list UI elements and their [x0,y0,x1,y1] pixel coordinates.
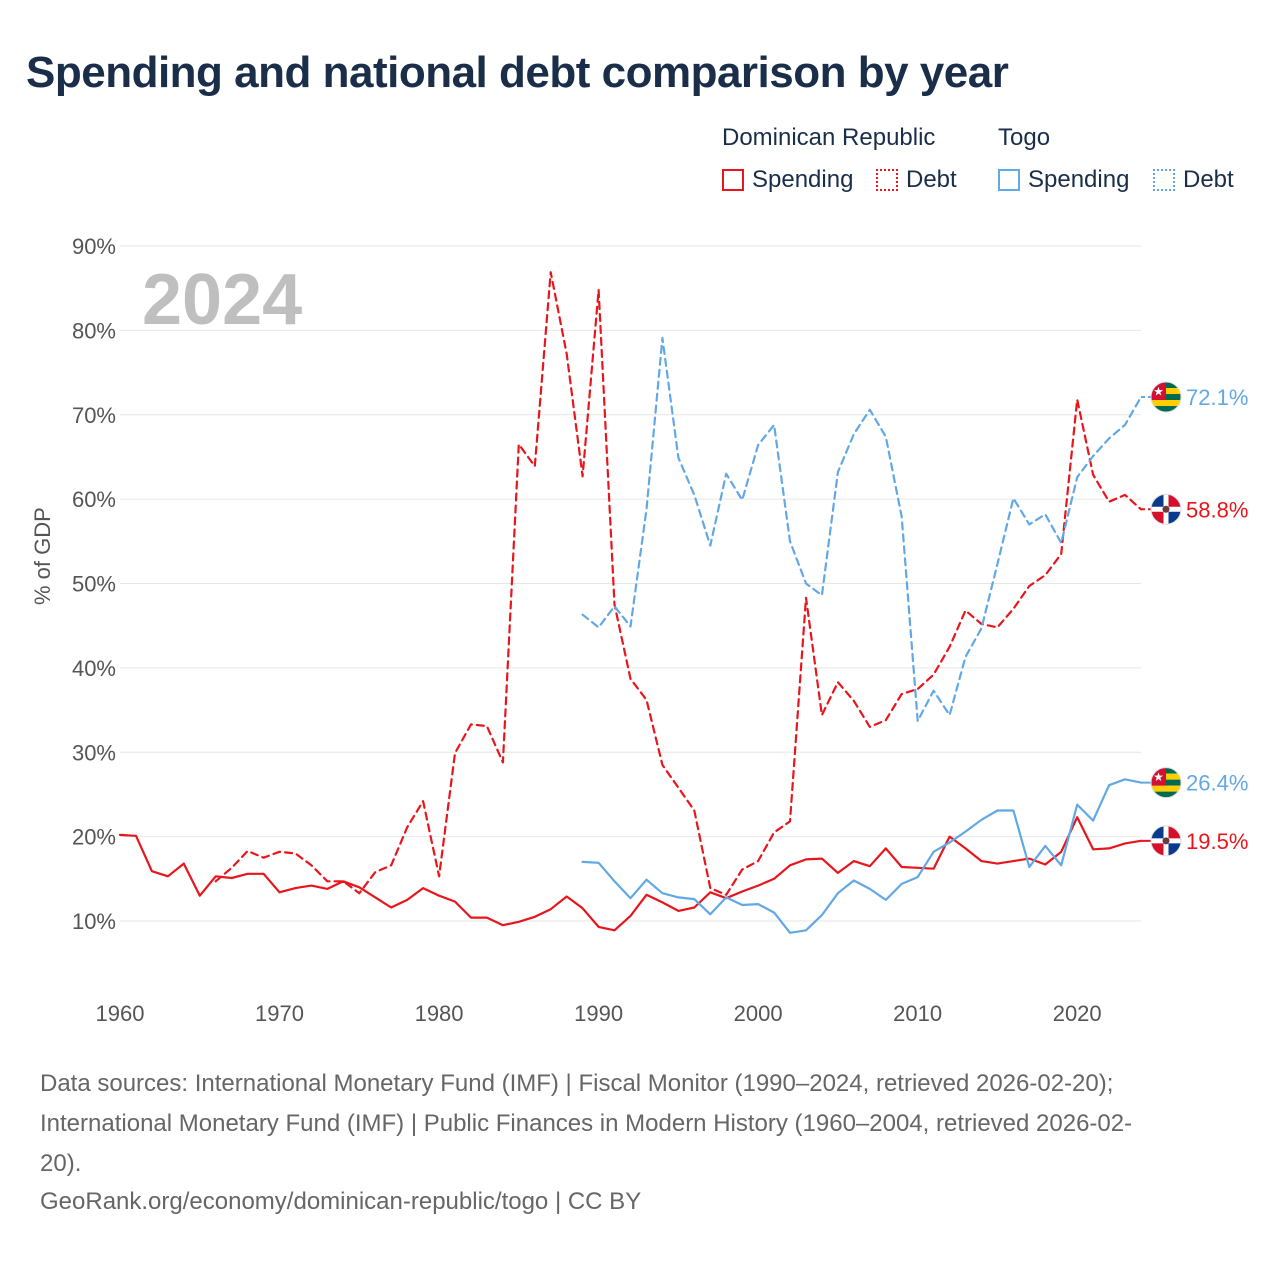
y-axis-ticks: 10% 20% 30% 40% 50% 60% 70% 80% 90% [72,234,116,934]
footer-sources-line-1: Data sources: International Monetary Fun… [40,1070,1114,1097]
x-tick-label: 2010 [893,1001,942,1026]
x-tick-label: 1970 [255,1001,304,1026]
end-value-label-tg_debt: 72.1% [1186,385,1248,410]
year-badge: 2024 [142,260,302,340]
legend-swatch-solid-red [722,169,744,191]
gridlines [120,245,1141,922]
y-tick-label: 20% [72,825,116,850]
footer-sources-line-3: 20). [40,1150,82,1177]
y-tick-label: 30% [72,740,116,765]
legend-swatch-dotted-blue [1153,169,1175,191]
legend-item-dr-debt[interactable]: Debt [876,166,957,194]
y-tick-label: 50% [72,572,116,597]
togo-flag-icon: ★ [1150,767,1182,799]
series-line-dr_debt [214,271,1143,896]
end-value-label-dr_spending: 19.5% [1186,829,1248,854]
y-axis-label: % of GDP [30,507,55,605]
end-value-label-tg_spending: 26.4% [1186,771,1248,796]
y-tick-label: 60% [72,487,116,512]
series-lines [118,271,1143,934]
legend-swatch-dotted-red [876,169,898,191]
legend-swatch-solid-blue [998,169,1020,191]
dominican-republic-flag-icon [1150,825,1182,857]
page-title: Spending and national debt comparison by… [26,48,1009,97]
x-tick-label: 1960 [96,1001,145,1026]
y-tick-label: 70% [72,403,116,428]
x-tick-label: 1990 [574,1001,623,1026]
svg-text:★: ★ [1153,770,1164,784]
footer-credit: GeoRank.org/economy/dominican-republic/t… [40,1188,642,1215]
x-axis-ticks: 1960 1970 1980 1990 2000 2010 2020 [96,1001,1102,1026]
legend-group-dominican-republic: Dominican Republic [722,124,936,151]
legend-label: Debt [1183,166,1234,193]
legend-item-dr-spending[interactable]: Spending [722,166,853,194]
y-tick-label: 40% [72,656,116,681]
series-line-dr_spending [118,816,1143,932]
x-tick-label: 2020 [1053,1001,1102,1026]
legend-item-togo-spending[interactable]: Spending [998,166,1129,194]
x-tick-label: 2000 [734,1001,783,1026]
legend-item-togo-debt[interactable]: Debt [1153,166,1234,194]
series-line-tg_spending [581,778,1143,934]
y-tick-label: 10% [72,909,116,934]
legend-label: Spending [752,166,854,193]
dominican-republic-flag-icon [1150,493,1182,525]
footer-sources-line-2: International Monetary Fund (IMF) | Publ… [40,1110,1133,1137]
series-line-tg_debt [581,336,1143,723]
legend-label: Spending [1028,166,1130,193]
legend-group-togo: Togo [998,124,1051,151]
y-tick-label: 90% [72,234,116,259]
end-value-label-dr_debt: 58.8% [1186,497,1248,522]
svg-text:★: ★ [1153,385,1164,399]
y-tick-label: 80% [72,318,116,343]
end-markers: 19.5% 58.8% ★ 26.4% ★ 72.1% [1141,381,1248,857]
togo-flag-icon: ★ [1150,381,1182,413]
x-tick-label: 1980 [415,1001,464,1026]
legend-label: Debt [906,166,957,193]
